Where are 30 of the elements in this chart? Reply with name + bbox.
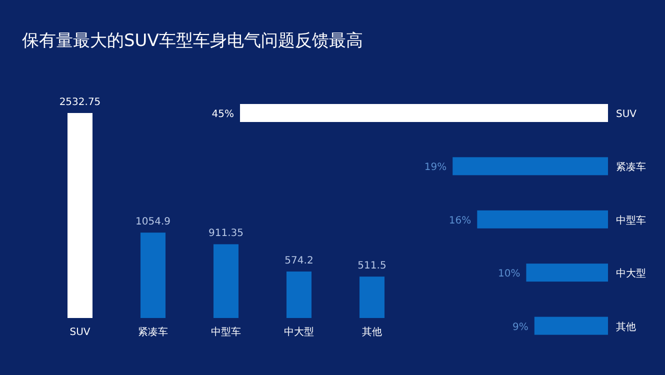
bar xyxy=(477,210,608,228)
x-tick-label: 其他 xyxy=(362,326,382,338)
y-tick-label: 紧凑车 xyxy=(616,161,646,174)
chart-title: 保有量最大的SUV车型车身电气问题反馈最高 xyxy=(22,31,363,51)
bar xyxy=(360,276,384,318)
data-label: 511.5 xyxy=(358,260,386,272)
bar xyxy=(240,104,608,122)
bar xyxy=(286,272,312,318)
data-label: 2532.75 xyxy=(59,97,101,108)
bar xyxy=(452,157,608,176)
data-label: 9% xyxy=(512,322,528,333)
bar xyxy=(214,244,238,318)
data-label: 45% xyxy=(212,109,234,120)
x-tick-label: 中型车 xyxy=(211,326,241,338)
bar xyxy=(140,232,166,318)
x-tick-label: 紧凑车 xyxy=(138,326,168,338)
data-label: 574.2 xyxy=(284,256,314,267)
bar xyxy=(68,113,92,318)
data-label: 16% xyxy=(448,215,472,226)
bar xyxy=(526,264,608,282)
y-tick-label: 中型车 xyxy=(616,214,646,226)
x-tick-label: SUV xyxy=(70,327,90,338)
x-tick-label: 中大型 xyxy=(284,326,314,338)
y-tick-label: SUV xyxy=(616,109,637,120)
data-label: 19% xyxy=(424,162,447,174)
data-label: 911.35 xyxy=(208,228,244,240)
data-label: 10% xyxy=(498,268,520,280)
data-label: 1054.9 xyxy=(136,216,170,228)
bar xyxy=(534,316,608,335)
y-tick-label: 中大型 xyxy=(616,268,646,280)
